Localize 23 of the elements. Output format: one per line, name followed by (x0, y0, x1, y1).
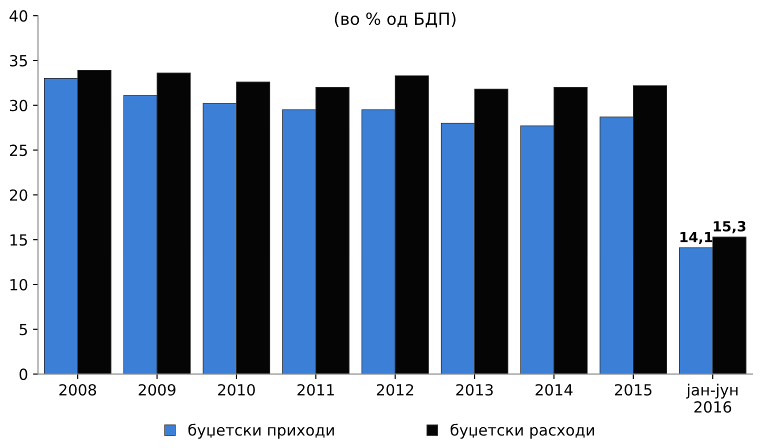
y-tick-label: 30 (10, 100, 28, 112)
x-tick-label: 2015 (615, 384, 652, 396)
y-tick-label: 25 (10, 144, 27, 156)
chart-title: (во % од БДП) (334, 12, 456, 28)
data-label: 14,1 (680, 232, 712, 244)
y-tick-label: 5 (20, 324, 27, 336)
y-tick-label: 35 (10, 54, 27, 66)
x-tick-label: 2010 (218, 384, 255, 396)
y-tick-label: 10 (10, 278, 28, 290)
x-tick-label: 2011 (298, 384, 334, 396)
x-tick-label: јан-јун 2016 (686, 384, 738, 413)
y-tick-label: 20 (10, 189, 28, 201)
y-tick-label: 0 (20, 368, 28, 380)
x-tick-label: 2012 (376, 384, 414, 396)
x-tick-label: 2008 (59, 384, 96, 396)
data-label: 15,3 (714, 221, 746, 234)
y-tick-label: 40 (10, 10, 28, 22)
legend-label: буџетски приходи (188, 424, 334, 439)
legend-label: буџетски расходи (450, 424, 594, 439)
y-tick-label: 15 (10, 234, 27, 246)
x-tick-label: 2013 (456, 384, 493, 396)
x-tick-label: 2009 (138, 384, 176, 396)
x-tick-label: 2014 (536, 384, 573, 396)
